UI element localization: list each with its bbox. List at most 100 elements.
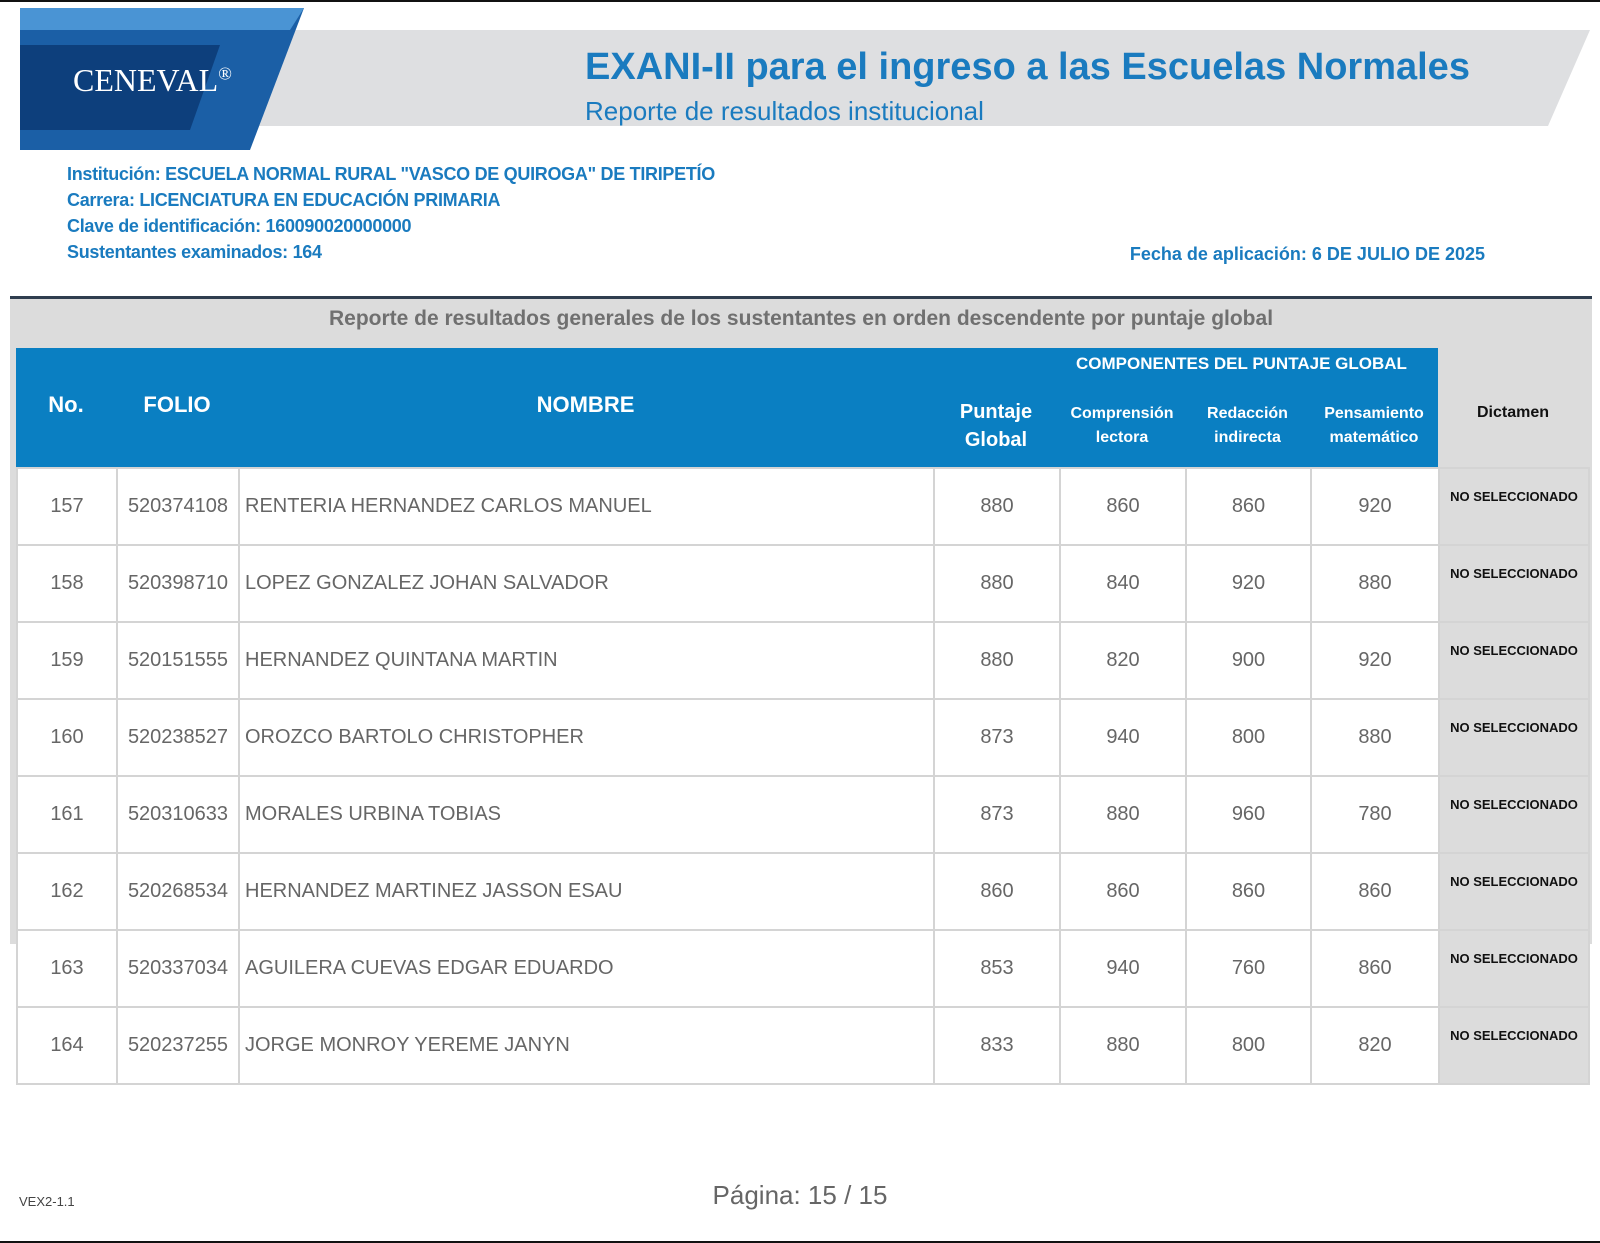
table-cell: 158	[16, 544, 118, 623]
table-cell: 860	[1059, 852, 1187, 931]
table-cell: 880	[933, 467, 1061, 546]
column-header: NOMBRE	[536, 392, 635, 417]
table-cell: 860	[933, 852, 1061, 931]
table-cell: 860	[1185, 467, 1312, 546]
table-cell: 920	[1310, 467, 1440, 546]
table-cell: HERNANDEZ QUINTANA MARTIN	[238, 621, 935, 700]
application-date: Fecha de aplicación: 6 DE JULIO DE 2025	[1129, 244, 1485, 264]
column-header: Dictamen	[1476, 404, 1550, 421]
table-cell: NO SELECCIONADO	[1438, 544, 1590, 623]
table-cell: 860	[1185, 852, 1312, 931]
page-number: Página: 15 / 15	[712, 1180, 888, 1210]
column-header: FOLIO	[143, 392, 211, 417]
table-cell: 520151555	[116, 621, 240, 700]
table-cell: NO SELECCIONADO	[1438, 775, 1590, 854]
table-cell: 520268534	[116, 852, 240, 931]
logo-text: CENEVAL	[73, 62, 219, 98]
logo-mark: ®	[218, 63, 232, 84]
table-cell: 159	[16, 621, 118, 700]
table-cell: NO SELECCIONADO	[1438, 698, 1590, 777]
table-cell: NO SELECCIONADO	[1438, 1006, 1590, 1085]
table-cell: 860	[1310, 929, 1440, 1008]
info-line: Sustentantes examinados: 164	[67, 242, 322, 262]
table-cell: 873	[933, 775, 1061, 854]
column-header: Comprensión lectora	[1070, 405, 1174, 446]
table-cell: 820	[1059, 621, 1187, 700]
title: EXANI-II para el ingreso a las Escuelas …	[585, 46, 1470, 88]
group-header: COMPONENTES DEL PUNTAJE GLOBAL	[1076, 354, 1407, 373]
column-header: Puntaje Global	[959, 401, 1033, 451]
table-cell: 162	[16, 852, 118, 931]
column-header: Redacción indirecta	[1207, 405, 1288, 446]
table-cell: OROZCO BARTOLO CHRISTOPHER	[238, 698, 935, 777]
table-cell: JORGE MONROY YEREME JANYN	[238, 1006, 935, 1085]
column-header: Pensamiento matemático	[1324, 405, 1424, 446]
table-row: 158 520398710 LOPEZ GONZALEZ JOHAN SALVADO…	[16, 544, 1590, 623]
table-cell: 880	[1310, 698, 1440, 777]
version: VEX2-1.1	[19, 1194, 75, 1209]
info-line: Clave de identificación: 160090020000000	[67, 216, 412, 236]
table-panel: Reporte de resultados generales de los s…	[10, 299, 1592, 1085]
table-cell: 940	[1059, 698, 1187, 777]
table-cell: 520374108	[116, 467, 240, 546]
table-cell: 880	[1310, 544, 1440, 623]
table-cell: 520337034	[116, 929, 240, 1008]
table-cell: 940	[1059, 929, 1187, 1008]
table-cell: 520398710	[116, 544, 240, 623]
table-row: 161 520310633 MORALES URBINA TOBIAS 873 880 9…	[16, 775, 1590, 854]
table-row: 157 520374108 RENTERIA HERNANDEZ CARLOS MA…	[16, 467, 1590, 546]
top-border	[0, 0, 1600, 2]
subtitle: Reporte de resultados institucional	[585, 96, 984, 126]
table-cell: LOPEZ GONZALEZ JOHAN SALVADOR	[238, 544, 935, 623]
results-table: 157 520374108 RENTERIA HERNANDEZ CARLOS MA…	[16, 467, 1590, 1085]
separator	[10, 296, 1592, 299]
table-row: 164 520237255 JORGE MONROY YEREME JANYN 833…	[16, 1006, 1590, 1085]
column-header: No.	[48, 392, 84, 417]
table-cell: 520310633	[116, 775, 240, 854]
table-cell: 880	[933, 621, 1061, 700]
table-cell: 860	[1310, 852, 1440, 931]
header-graphic	[20, 8, 1590, 150]
table-caption: Reporte de resultados generales de los s…	[328, 307, 1274, 330]
table-row: 162 520268534 HERNANDEZ MARTINEZ JASSON ES…	[16, 852, 1590, 931]
table-cell: HERNANDEZ MARTINEZ JASSON ESAU	[238, 852, 935, 931]
table-row: 163 520337034 AGUILERA CUEVAS EDGAR EDUARD…	[16, 929, 1590, 1008]
table-row: 159 520151555 HERNANDEZ QUINTANA MARTIN 880…	[16, 621, 1590, 700]
table-row: 160 520238527 OROZCO BARTOLO CHRISTOPHER 87…	[16, 698, 1590, 777]
table-cell: NO SELECCIONADO	[1438, 621, 1590, 700]
header-cells: No. FOLIO NOMBRE Puntaje Global Comprensión …	[16, 348, 1588, 467]
table-cell: RENTERIA HERNANDEZ CARLOS MANUEL	[238, 467, 935, 546]
table-cell: 880	[1059, 775, 1187, 854]
table-cell: 920	[1310, 621, 1440, 700]
table-cell: 853	[933, 929, 1061, 1008]
table-cell: 157	[16, 467, 118, 546]
table-cell: 960	[1185, 775, 1312, 854]
table-cell: 163	[16, 929, 118, 1008]
table-cell: 800	[1185, 1006, 1312, 1085]
info-line: Carrera: LICENCIATURA EN EDUCACIÓN PRIMA…	[67, 190, 501, 210]
table-cell: 160	[16, 698, 118, 777]
logo: CENEVAL®	[73, 62, 232, 99]
table-cell: NO SELECCIONADO	[1438, 852, 1590, 931]
table-cell: 900	[1185, 621, 1312, 700]
table-cell: 164	[16, 1006, 118, 1085]
table-cell: 161	[16, 775, 118, 854]
table-cell: 760	[1185, 929, 1312, 1008]
table-cell: 880	[933, 544, 1061, 623]
table-cell: 880	[1059, 1006, 1187, 1085]
table-cell: 920	[1185, 544, 1312, 623]
table-cell: 873	[933, 698, 1061, 777]
table-cell: 860	[1059, 467, 1187, 546]
table-cell: NO SELECCIONADO	[1438, 467, 1590, 546]
table-cell: 800	[1185, 698, 1312, 777]
header-row	[16, 348, 1438, 467]
table-cell: 520238527	[116, 698, 240, 777]
table-cell: 520237255	[116, 1006, 240, 1085]
table-cell: NO SELECCIONADO	[1438, 929, 1590, 1008]
table-cell: AGUILERA CUEVAS EDGAR EDUARDO	[238, 929, 935, 1008]
table-cell: MORALES URBINA TOBIAS	[238, 775, 935, 854]
info-line: Institución: ESCUELA NORMAL RURAL "VASCO…	[67, 164, 715, 184]
table-cell: 833	[933, 1006, 1061, 1085]
table-cell: 820	[1310, 1006, 1440, 1085]
